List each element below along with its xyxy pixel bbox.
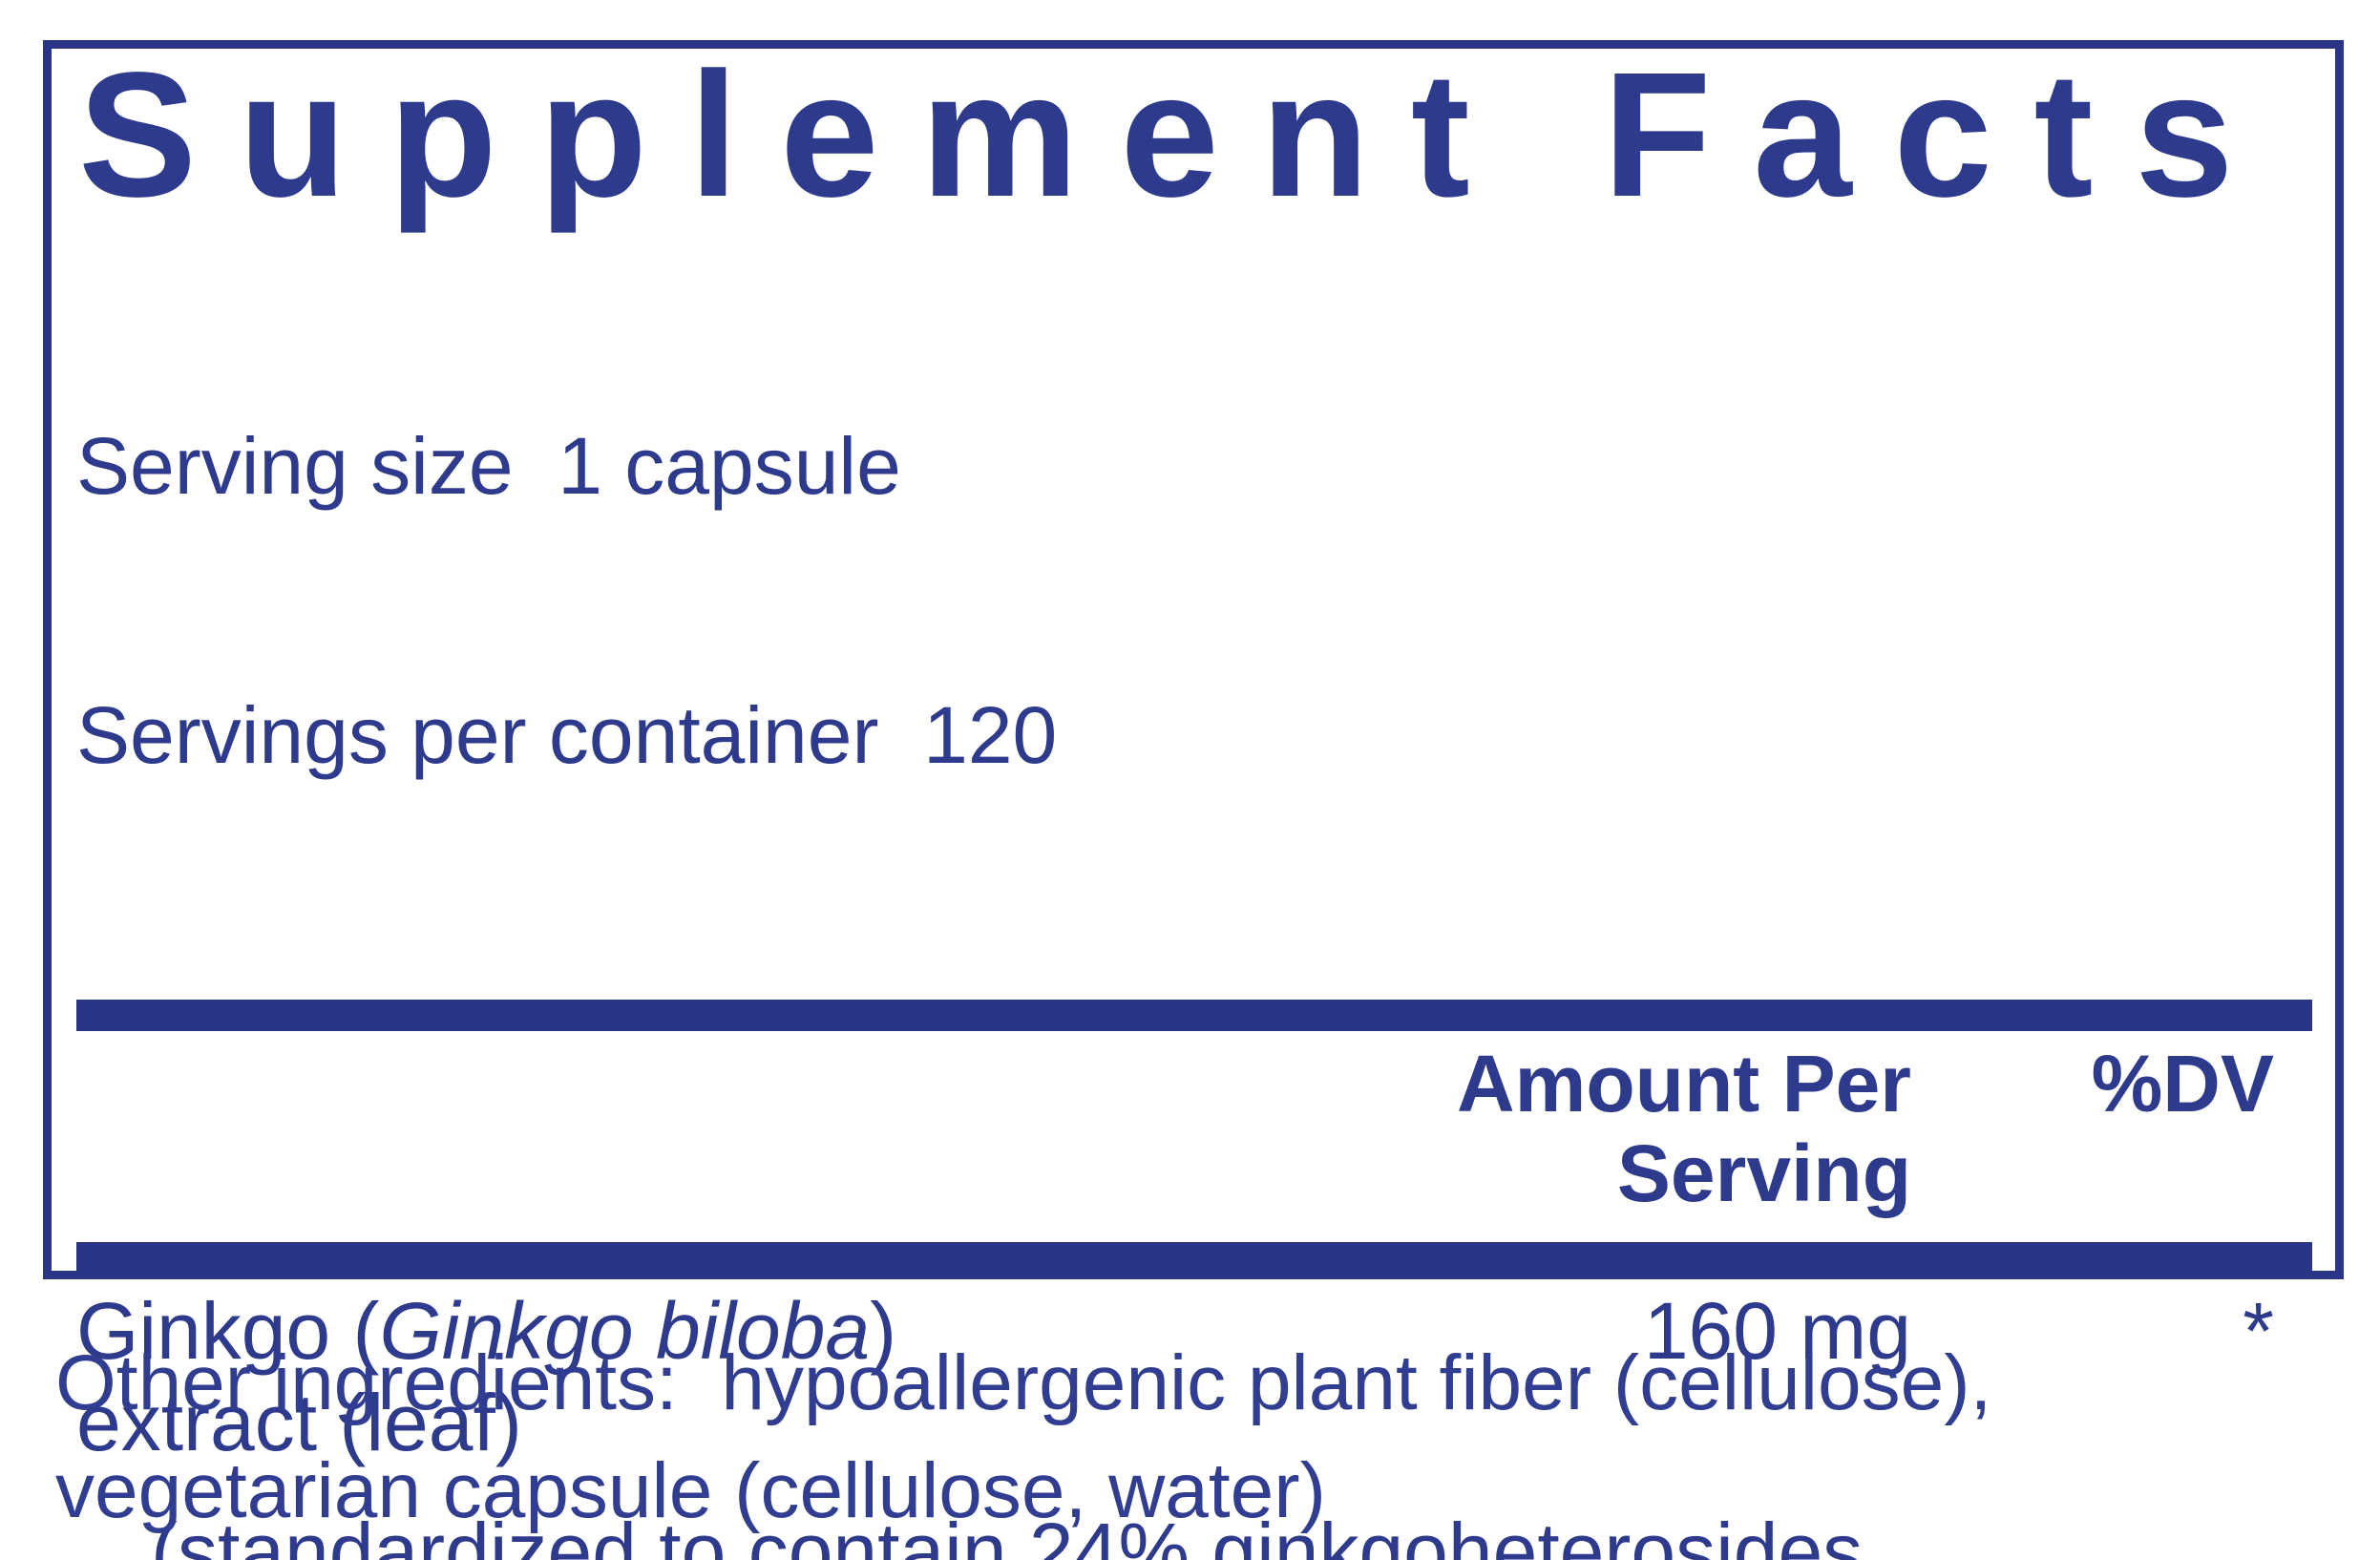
ingredient-name-prefix: Ginkgo ( (76, 1286, 380, 1376)
serving-info: Serving size 1 capsule Servings per cont… (76, 242, 2312, 959)
divider-thick-middle (76, 1242, 2312, 1274)
other-ingredients-text: Other ingredients: hypoallergenic plant … (55, 1339, 1992, 1534)
ingredient-name-line2: extract (leaf) (76, 1378, 522, 1467)
column-header-row: Amount Per Serving %DV (76, 1039, 2312, 1218)
column-header-spacer (76, 1039, 1219, 1218)
divider-thick-top (76, 1000, 2312, 1031)
ingredient-dv-value: * (2243, 1286, 2274, 1376)
servings-per-container-line: Servings per container 120 (76, 690, 1058, 780)
ingredient-botanical-name: Ginkgo biloba (379, 1286, 871, 1376)
serving-size-line: Serving size 1 capsule (76, 421, 901, 511)
ingredient-name-line1: Ginkgo (Ginkgo biloba) (76, 1285, 1219, 1377)
ingredient-name-suffix: ) (870, 1286, 897, 1376)
supplement-facts-panel: Supplement Facts Serving size 1 capsule … (43, 36, 2344, 1560)
supplement-facts-title: Supplement Facts (78, 36, 2276, 234)
standardization-line1: (standardized to contain 24% ginkgoheter… (151, 1507, 1864, 1560)
percent-dv-header: %DV (2091, 1039, 2274, 1128)
ingredient-name: Ginkgo (Ginkgo biloba) extract (leaf) (76, 1285, 1219, 1468)
standardization-note: (standardized to contain 24% ginkgoheter… (76, 1495, 2312, 1560)
ingredient-row-ginkgo: Ginkgo (Ginkgo biloba) extract (leaf) 16… (76, 1285, 2312, 1468)
ingredient-amount: 160 mg (1643, 1286, 1911, 1376)
amount-per-serving-header: Amount Per Serving (1456, 1039, 1911, 1218)
